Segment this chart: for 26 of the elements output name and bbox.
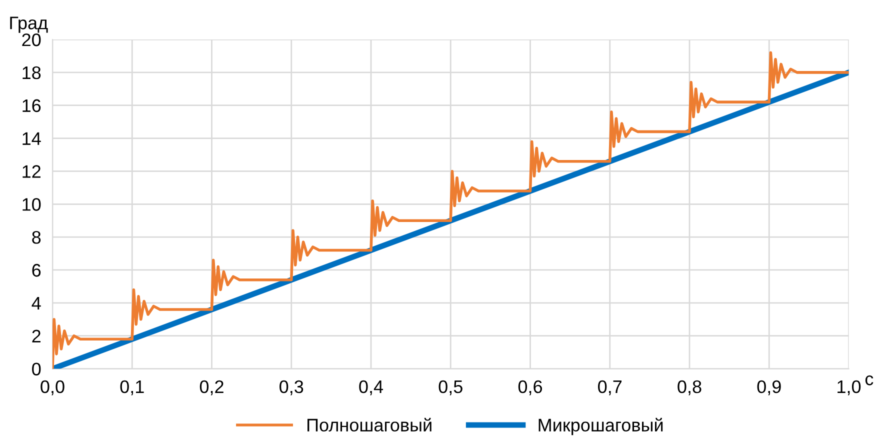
y-tick-label: 0	[32, 362, 41, 376]
x-tick-label: 0,4	[359, 380, 384, 396]
y-tick-label: 2	[32, 330, 40, 342]
y-tick-label: 14	[22, 132, 41, 145]
y-tick-label: 18	[22, 66, 41, 80]
y-tick-label: 12	[22, 165, 40, 178]
x-tick-label: 0,1	[120, 380, 144, 396]
y-axis-title: Град	[10, 16, 48, 33]
y-tick-label: 8	[32, 230, 41, 244]
y-tick-label: 20	[22, 33, 41, 46]
y-tick-label: 6	[32, 264, 41, 277]
x-tick-label: 1,0	[838, 380, 861, 396]
y-tick-label: 16	[22, 99, 41, 112]
legend-label: Полношаговый	[308, 418, 432, 432]
x-tick-label: 0,2	[200, 380, 224, 396]
x-axis-title: с	[865, 375, 874, 386]
x-tick-label: 0,9	[757, 380, 781, 396]
y-tick-label: 10	[22, 198, 41, 211]
x-tick-label: 0,3	[280, 380, 304, 396]
x-tick-label: 0,8	[678, 380, 702, 396]
x-tick-label: 0,0	[40, 380, 64, 396]
y-tick-label: 4	[32, 297, 41, 310]
x-tick-label: 0,7	[598, 380, 622, 396]
x-tick-label: 0,6	[518, 380, 542, 396]
x-tick-label: 0,5	[438, 380, 462, 396]
legend-label: Микрошаговый	[538, 418, 663, 436]
